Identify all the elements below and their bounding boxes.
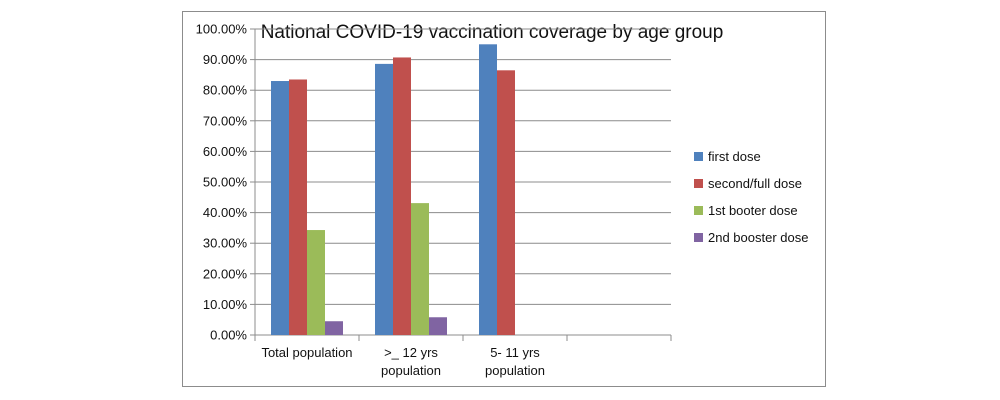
bar-second-full-dose [289, 79, 307, 336]
bar-first-dose [479, 44, 497, 336]
x-axis-category-labels: Total population >_ 12 yrs population 5- 11… [261, 345, 545, 378]
chart-frame: National COVID-19 vaccination coverage b… [182, 11, 826, 387]
legend-label: 1st booter dose [708, 203, 798, 218]
y-tick-label: 60.00% [203, 144, 248, 159]
y-tick-label: 70.00% [203, 113, 248, 128]
y-tick-label: 40.00% [203, 205, 248, 220]
legend-label: 2nd booster dose [708, 230, 808, 245]
legend-label: first dose [708, 149, 761, 164]
legend-swatch [694, 206, 703, 215]
y-tick-label: 10.00% [203, 297, 248, 312]
bar-1st-booter-dose [307, 230, 325, 335]
y-tick-label: 0.00% [210, 328, 247, 343]
bar-1st-booter-dose [411, 203, 429, 335]
axes [250, 28, 672, 341]
y-tick-label: 100.00% [196, 22, 248, 37]
y-tick-label: 90.00% [203, 52, 248, 67]
legend-swatch [694, 152, 703, 161]
x-category-label: >_ 12 yrs [384, 345, 438, 360]
bar-chart: National COVID-19 vaccination coverage b… [196, 22, 809, 379]
y-axis-tick-labels: 0.00% 10.00% 20.00% 30.00% 40.00% 50.00% 60.00… [196, 22, 248, 343]
legend: first dose second/full dose 1st booter dos… [694, 149, 808, 245]
x-category-label: Total population [261, 345, 352, 360]
y-tick-label: 30.00% [203, 236, 248, 251]
bars [271, 44, 515, 336]
bar-second-full-dose [497, 70, 515, 335]
bar-2nd-booster-dose [325, 321, 343, 335]
x-category-label: population [381, 363, 441, 378]
x-category-label: 5- 11 yrs [490, 345, 540, 360]
legend-label: second/full dose [708, 176, 802, 191]
y-tick-label: 50.00% [203, 175, 248, 190]
chart-title: National COVID-19 vaccination coverage b… [261, 22, 724, 43]
y-tick-label: 20.00% [203, 266, 248, 281]
bar-2nd-booster-dose [429, 317, 447, 335]
bar-second-full-dose [393, 57, 411, 335]
bar-first-dose [271, 81, 289, 336]
y-tick-label: 80.00% [203, 83, 248, 98]
legend-swatch [694, 233, 703, 242]
legend-swatch [694, 179, 703, 188]
x-category-label: population [485, 363, 545, 378]
bar-first-dose [375, 63, 393, 335]
